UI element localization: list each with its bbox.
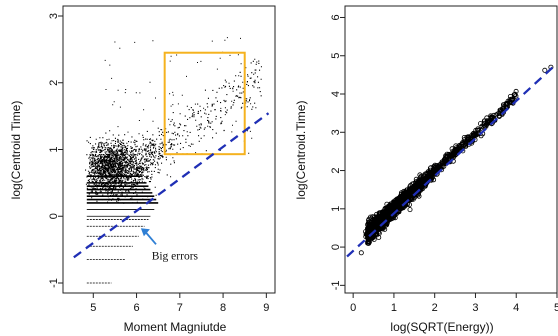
left-y-tick-label: 2 (48, 80, 60, 86)
left-x-tick-label: 9 (263, 302, 269, 314)
left-x-tick-label: 8 (220, 302, 226, 314)
right-x-axis: 0 1 2 3 4 5 (350, 293, 558, 314)
right-x-tick-label: 5 (554, 302, 558, 314)
right-x-tick-label: 3 (472, 302, 478, 314)
right-y-tick-label: 0 (330, 244, 342, 250)
left-x-axis: 5 6 7 8 9 (90, 293, 269, 314)
left-x-tick-label: 7 (177, 302, 183, 314)
big-errors-arrow (144, 230, 157, 245)
left-x-tick-label: 5 (90, 302, 96, 314)
right-chart: 0 1 2 3 4 5 -1 0 1 2 3 4 5 6 log(SQRT(Energy)) log(C… (294, 5, 558, 334)
left-x-axis-label: Moment Magniutde (124, 320, 227, 334)
right-x-tick-label: 1 (391, 302, 397, 314)
right-y-tick-label: 4 (330, 91, 342, 97)
right-y-tick-label: 5 (330, 53, 342, 59)
right-y-tick-label: 3 (330, 129, 342, 135)
right-y-axis-label: log(Centroid.Time) (294, 101, 308, 200)
left-x-tick-label: 6 (133, 302, 139, 314)
right-y-tick-label: 1 (330, 206, 342, 212)
highlight-box (163, 51, 246, 156)
right-y-tick-label: 2 (330, 167, 342, 173)
big-errors-label: Big errors (152, 251, 199, 263)
left-y-tick-label: 0 (48, 213, 60, 219)
right-fit-line (346, 66, 554, 258)
right-y-axis: -1 0 1 2 3 4 5 6 (330, 14, 345, 290)
left-y-tick-label: 3 (48, 13, 60, 19)
right-x-tick-label: 0 (350, 302, 356, 314)
right-points (358, 64, 554, 256)
left-fit-line (73, 112, 270, 259)
right-scatter-points (358, 64, 554, 256)
left-chart: 5 6 7 8 9 -1 0 1 2 3 Moment Magniutde log(Centro… (9, 5, 276, 334)
left-y-axis-label: log(Centroid Time) (9, 101, 23, 200)
big-errors-arrowhead (140, 228, 150, 237)
right-x-tick-label: 4 (513, 302, 519, 314)
left-level-stripes (86, 175, 159, 284)
left-y-tick-label: -1 (48, 278, 60, 288)
right-y-tick-label: 6 (330, 14, 342, 20)
left-y-axis: -1 0 1 2 3 (48, 13, 63, 288)
right-y-tick-label: -1 (330, 280, 342, 290)
left-scatter-points (85, 37, 262, 204)
right-plot-frame (344, 5, 558, 294)
right-x-tick-label: 2 (432, 302, 438, 314)
left-points (85, 37, 262, 204)
left-y-tick-label: 1 (48, 146, 60, 152)
right-x-axis-label: log(SQRT(Energy)) (390, 320, 493, 334)
